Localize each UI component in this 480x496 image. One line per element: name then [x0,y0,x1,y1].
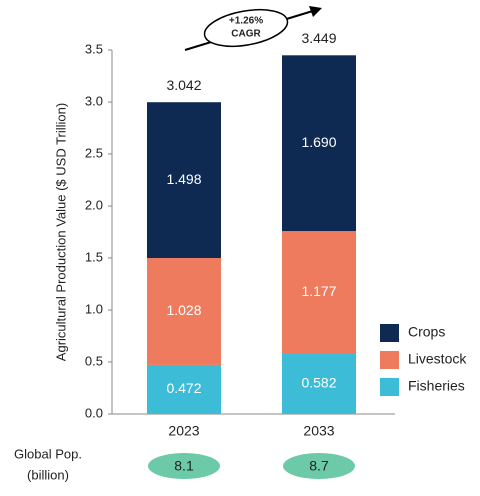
arrow-head [309,6,322,17]
y-axis-title: Agricultural Production Value ($ USD Tri… [53,103,68,361]
legend-swatch [380,351,399,369]
population-pill [283,453,355,479]
y-tick-label: 1.5 [85,249,103,264]
population-label: Global Pop. [14,446,82,461]
legend-label: Fisheries [408,378,465,394]
population-value: 8.1 [174,458,194,474]
cagr-label: CAGR [231,29,261,40]
value-label: 0.472 [166,380,201,396]
bar-segment [147,258,221,365]
cagr-bubble [203,8,289,48]
bar-segment [282,231,356,354]
bar-segment [282,353,356,414]
y-tick-label: 0.0 [85,405,103,420]
y-tick-label: 2.5 [85,145,103,160]
value-label: 1.690 [301,134,336,150]
x-tick-label: 2033 [303,423,334,439]
cagr-value: +1.26% [229,16,263,27]
total-label: 3.042 [166,77,201,93]
legend-label: Livestock [408,351,467,367]
total-label: 3.449 [301,30,336,46]
value-label: 1.498 [166,171,201,187]
population-pill [148,453,220,479]
value-label: 1.028 [166,302,201,318]
population-value: 8.7 [309,458,329,474]
legend-swatch [380,378,399,396]
population-label: (billion) [27,467,69,482]
legend-label: Crops [408,324,445,340]
y-tick-label: 0.5 [85,353,103,368]
bar-segment [147,102,221,258]
bar-segment [282,55,356,232]
legend-swatch [380,324,399,342]
y-tick-label: 2.0 [85,197,103,212]
y-tick-label: 3.0 [85,93,103,108]
x-tick-label: 2023 [168,423,199,439]
bar-segment [147,364,221,414]
y-tick-label: 1.0 [85,301,103,316]
y-tick-label: 3.5 [85,41,103,56]
value-label: 1.177 [301,283,336,299]
value-label: 0.582 [301,374,336,390]
